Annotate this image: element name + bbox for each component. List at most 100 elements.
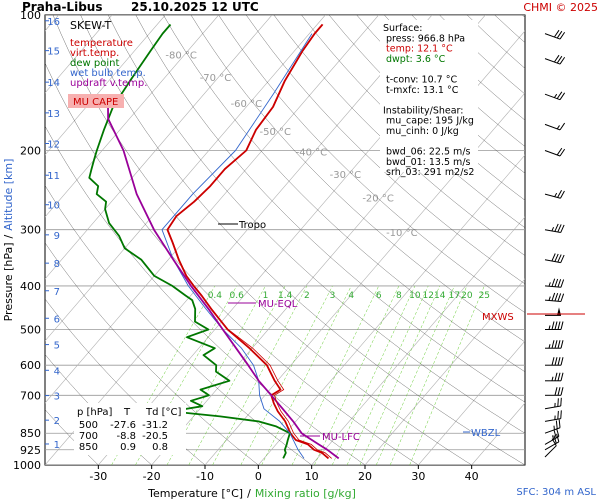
pressure-tick-400: 400 bbox=[20, 280, 41, 293]
pressure-tick-1000: 1000 bbox=[13, 459, 41, 472]
isotherm-label--50: -50 °C bbox=[260, 127, 292, 138]
isotherm--90 bbox=[45, 15, 166, 156]
pressure-tick-600: 600 bbox=[20, 359, 41, 372]
isotherm-label--70: -70 °C bbox=[200, 73, 232, 84]
dry-adiabat-70 bbox=[135, 15, 525, 403]
mixing-ratio-label-12: 12 bbox=[423, 291, 434, 301]
sounding-datetime: 25.10.2025 12 UTC bbox=[131, 0, 259, 14]
mixing-ratio-line-0.4 bbox=[111, 285, 216, 465]
wind-barb-flag bbox=[556, 428, 560, 437]
wind-barb-flag bbox=[559, 148, 566, 157]
altitude-tick-15: 15 bbox=[47, 47, 60, 58]
wind-barb-flag bbox=[554, 340, 558, 349]
wind-barb-flag bbox=[554, 293, 559, 302]
mixing-ratio-label-6: 6 bbox=[376, 291, 382, 301]
wind-barb-flag bbox=[556, 147, 563, 156]
wind-barb-flag bbox=[554, 372, 558, 381]
mixing-ratio-label-2: 2 bbox=[304, 291, 310, 301]
surface-line-6: t-mxfc: 13.1 °C bbox=[386, 85, 459, 96]
level-table-header-p: p [hPa] bbox=[77, 407, 112, 418]
altitude-tick-6: 6 bbox=[54, 314, 60, 325]
mixing-ratio-label-4: 4 bbox=[348, 291, 354, 301]
x-tick--10: -10 bbox=[196, 470, 214, 483]
wind-barb-flag bbox=[554, 253, 559, 262]
wind-barb-300 bbox=[544, 223, 565, 233]
mixing-ratio-label-0.6: 0.6 bbox=[230, 291, 245, 301]
legend: SKEW-T temperature virt.temp. dew point … bbox=[68, 19, 147, 108]
level-table-header-t: T bbox=[123, 407, 131, 418]
wind-barb-flag bbox=[557, 387, 561, 396]
pressure-tick-300: 300 bbox=[20, 224, 41, 237]
x-tick-10: 10 bbox=[305, 470, 319, 483]
isotherm-10 bbox=[311, 216, 525, 465]
wind-barb-400 bbox=[544, 278, 565, 288]
wind-barb-halfflag bbox=[551, 226, 555, 232]
dry-adiabat-30 bbox=[45, 62, 419, 465]
dry-adiabat-60 bbox=[108, 15, 525, 434]
x-axis-title-mixing: Mixing ratio [g/kg] bbox=[255, 487, 356, 500]
dry-adiabat-120 bbox=[273, 15, 525, 256]
surface-line-9: mu_cape: 195 J/kg bbox=[386, 116, 474, 127]
wind-barb-staff bbox=[544, 445, 557, 458]
wind-barb-halfflag bbox=[553, 93, 558, 98]
wind-barb-flag bbox=[553, 54, 560, 63]
wind-barb-flag bbox=[553, 429, 557, 439]
altitude-tick-5: 5 bbox=[54, 341, 60, 352]
dry-adiabat-100 bbox=[218, 15, 525, 313]
pressure-tick-200: 200 bbox=[20, 144, 41, 157]
mixing-ratio-line-0.6 bbox=[135, 285, 237, 465]
wind-barb-550 bbox=[545, 340, 564, 349]
level-table: p [hPa] T Td [°C] 500 -27.6 -31.2 700 -8.8 -2… bbox=[74, 403, 186, 455]
surface-line-0: Surface: bbox=[383, 23, 422, 34]
level-table-cell-0-2: -31.2 bbox=[142, 420, 168, 431]
mixing-ratio-line-6 bbox=[291, 285, 379, 465]
level-table-cell-1-2: -20.5 bbox=[142, 431, 168, 442]
wind-barb-flag bbox=[551, 321, 555, 330]
surface-line-8: Instability/Shear: bbox=[383, 105, 463, 116]
tropopause-label: Tropo bbox=[238, 220, 266, 231]
wind-barb-flag bbox=[560, 190, 565, 199]
wind-barb-halfflag bbox=[553, 425, 555, 430]
altitude-tick-16: 16 bbox=[47, 17, 60, 28]
isotherm--60 bbox=[45, 15, 326, 342]
wind-barb-halfflag bbox=[551, 376, 554, 381]
wind-barb-flag bbox=[553, 29, 560, 38]
mixing-ratio-label-14: 14 bbox=[434, 291, 446, 301]
isotherm--50 bbox=[45, 15, 379, 404]
mu-eql-marker: MU-EQL bbox=[228, 299, 298, 310]
level-table-background bbox=[74, 403, 186, 455]
mixing-ratio-label-25: 25 bbox=[479, 291, 490, 301]
legend-item-virt-temp: virt.temp. bbox=[70, 48, 119, 59]
mixing-ratio-line-2 bbox=[212, 285, 308, 465]
level-table-cell-2-1: 0.9 bbox=[120, 442, 136, 453]
legend-item-temperature: temperature bbox=[70, 38, 133, 49]
isotherm-20 bbox=[364, 278, 525, 465]
wind-barb-flag bbox=[557, 340, 561, 349]
wind-barb-halfflag bbox=[548, 282, 551, 287]
isotherm--80 bbox=[45, 15, 219, 218]
wind-barb-flag bbox=[557, 224, 562, 233]
mixing-ratio-label-1: 1 bbox=[263, 291, 269, 301]
altitude-tick-7: 7 bbox=[54, 287, 60, 298]
level-table-cell-0-0: 500 bbox=[79, 420, 98, 431]
surface-line-10: mu_cinh: 0 J/kg bbox=[386, 126, 459, 137]
wind-barb-flag bbox=[554, 321, 558, 330]
wind-barb-850 bbox=[544, 419, 561, 434]
mu-cape-badge bbox=[68, 94, 124, 108]
mixing-ratio-label-20: 20 bbox=[461, 291, 473, 301]
x-tick--20: -20 bbox=[143, 470, 161, 483]
x-tick-40: 40 bbox=[465, 470, 479, 483]
wind-barb-halfflag bbox=[548, 325, 551, 330]
mxws-marker: MXWS bbox=[482, 312, 585, 323]
level-table-cell-1-0: 700 bbox=[79, 431, 98, 442]
mixing-ratio-line-25 bbox=[409, 285, 485, 465]
dry-adiabat-40 bbox=[52, 15, 472, 465]
wind-barb-halfflag bbox=[548, 344, 551, 349]
wind-barb-staff bbox=[544, 418, 561, 422]
wind-barb-flag bbox=[551, 253, 556, 262]
mixing-ratio-line-14 bbox=[359, 285, 440, 465]
mu-eql-label: MU-EQL bbox=[258, 299, 298, 310]
isotherm--120 bbox=[0, 15, 5, 465]
